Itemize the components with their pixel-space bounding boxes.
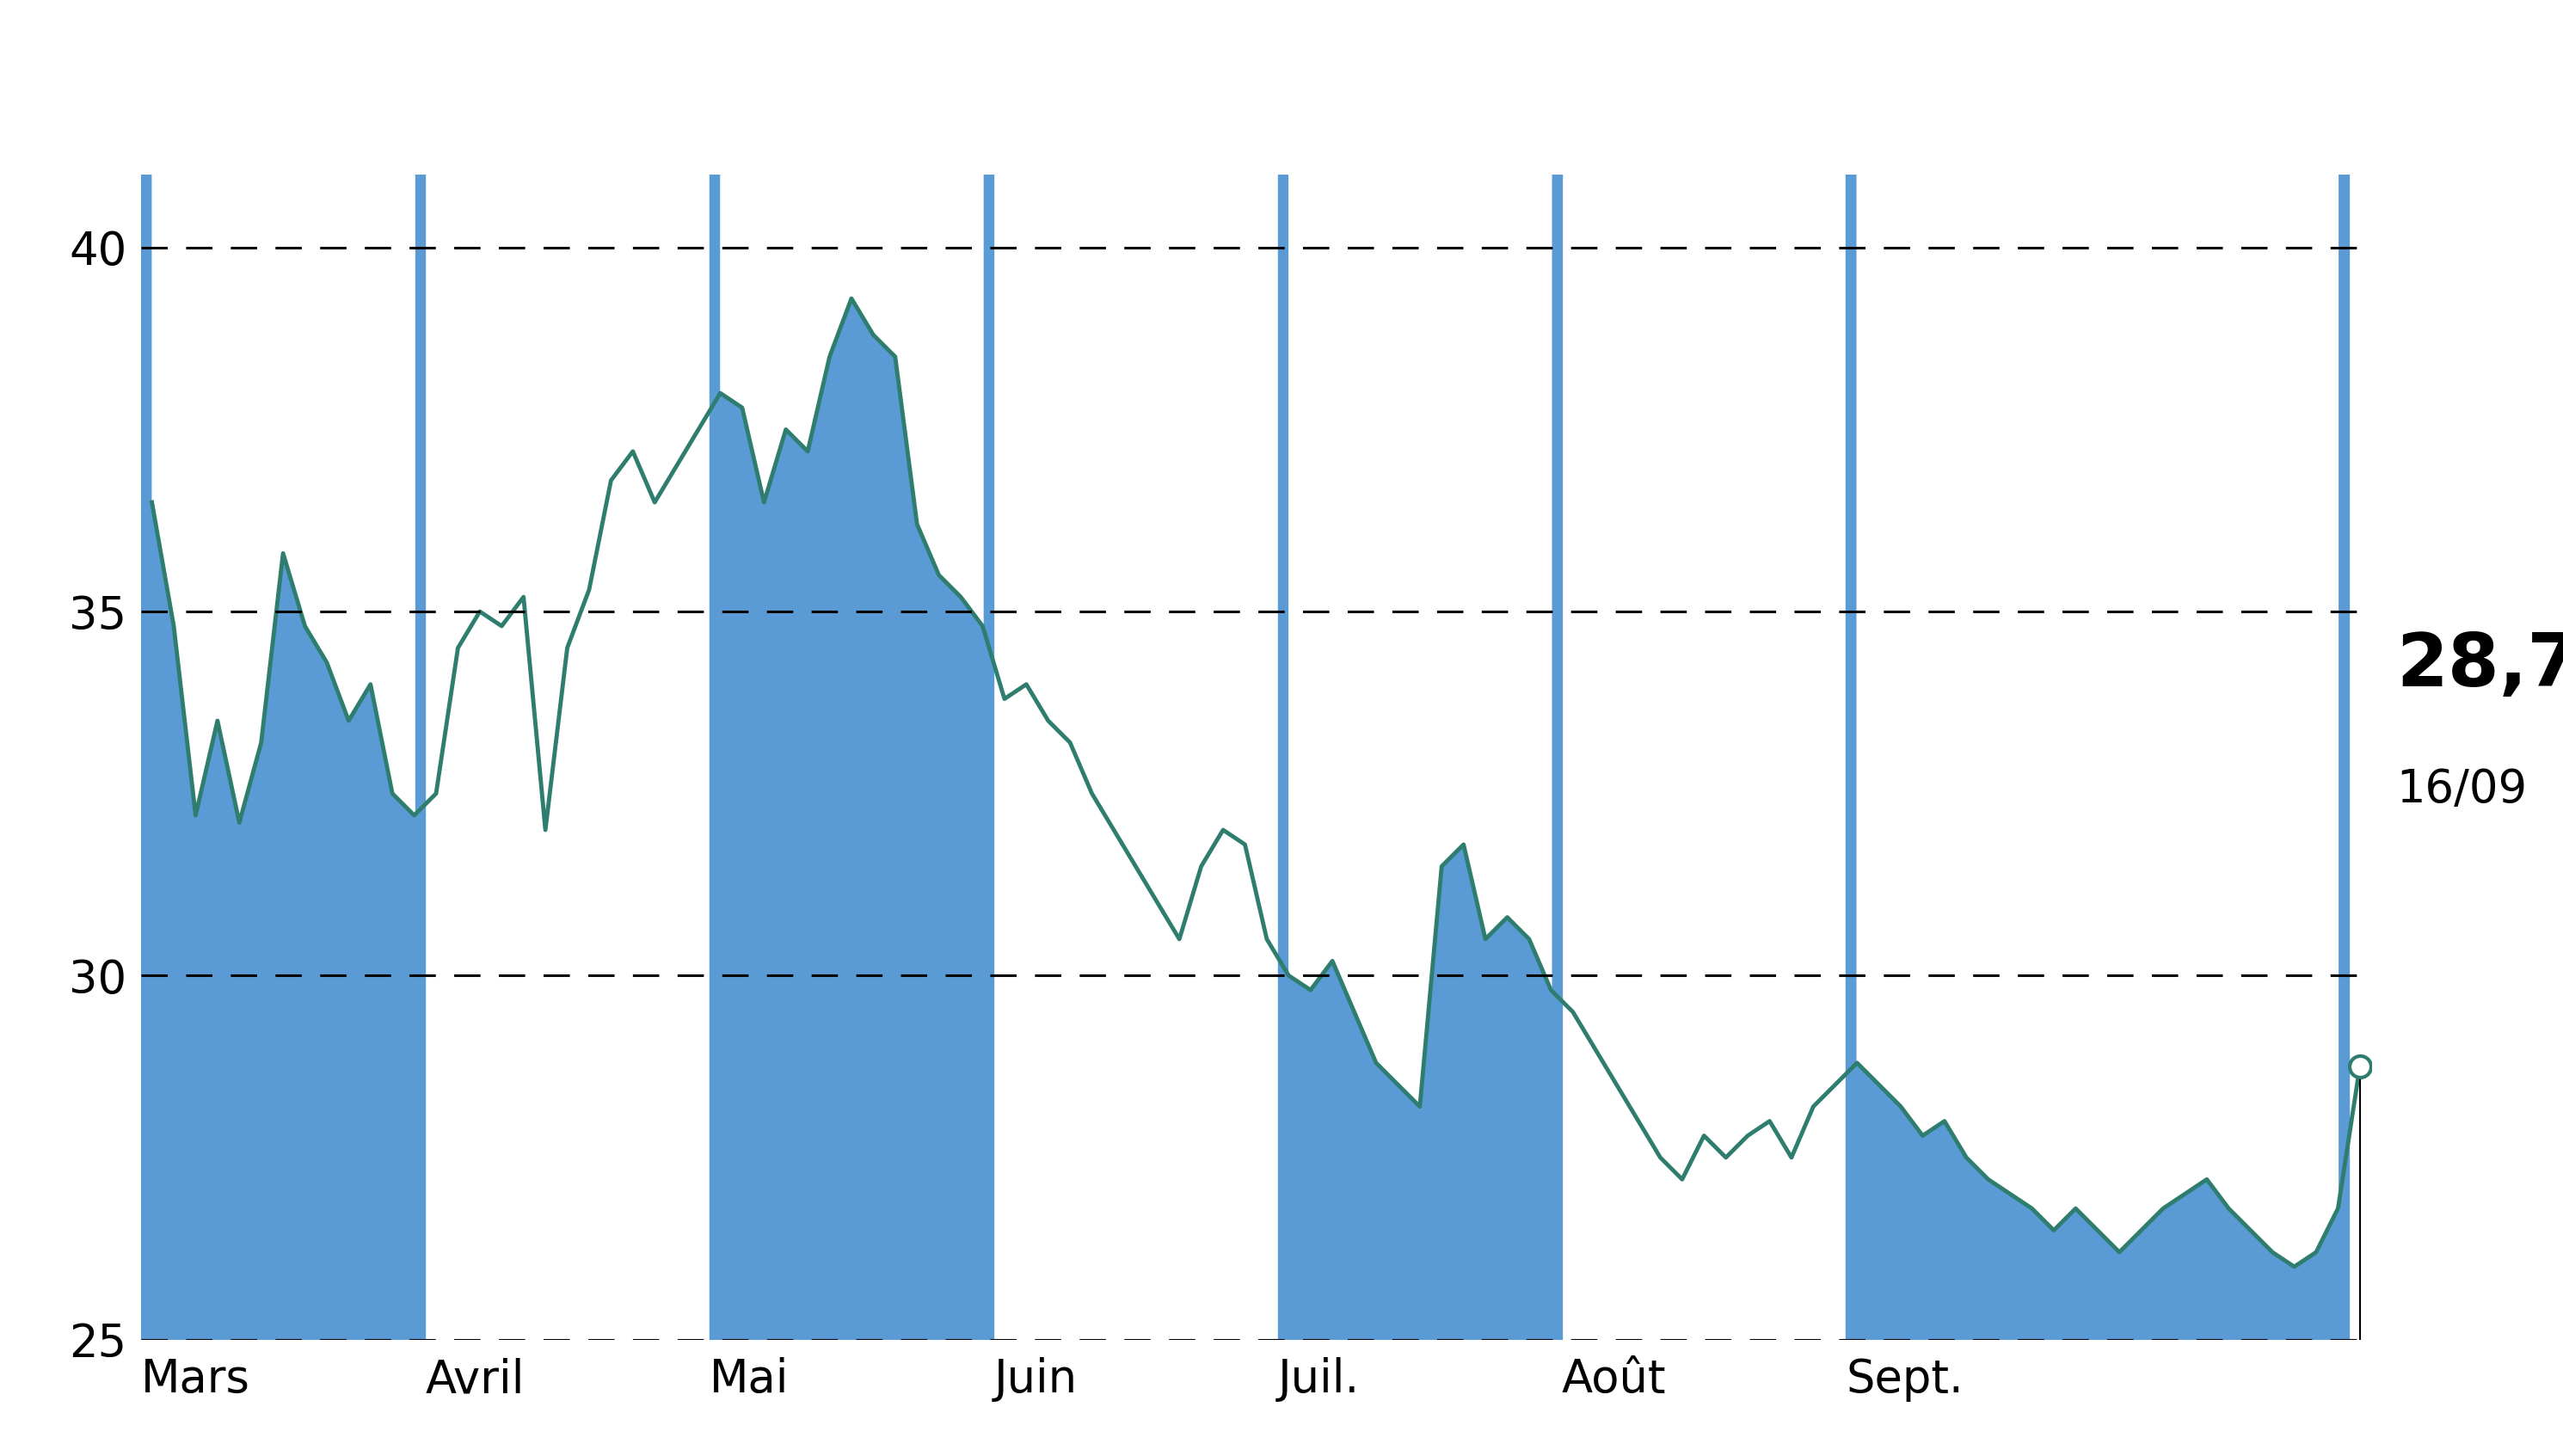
Text: 16/09: 16/09 [2396,767,2527,812]
Text: FRANCAISE ENERGIE: FRANCAISE ENERGIE [625,29,1938,138]
Text: 28,75: 28,75 [2396,630,2563,702]
